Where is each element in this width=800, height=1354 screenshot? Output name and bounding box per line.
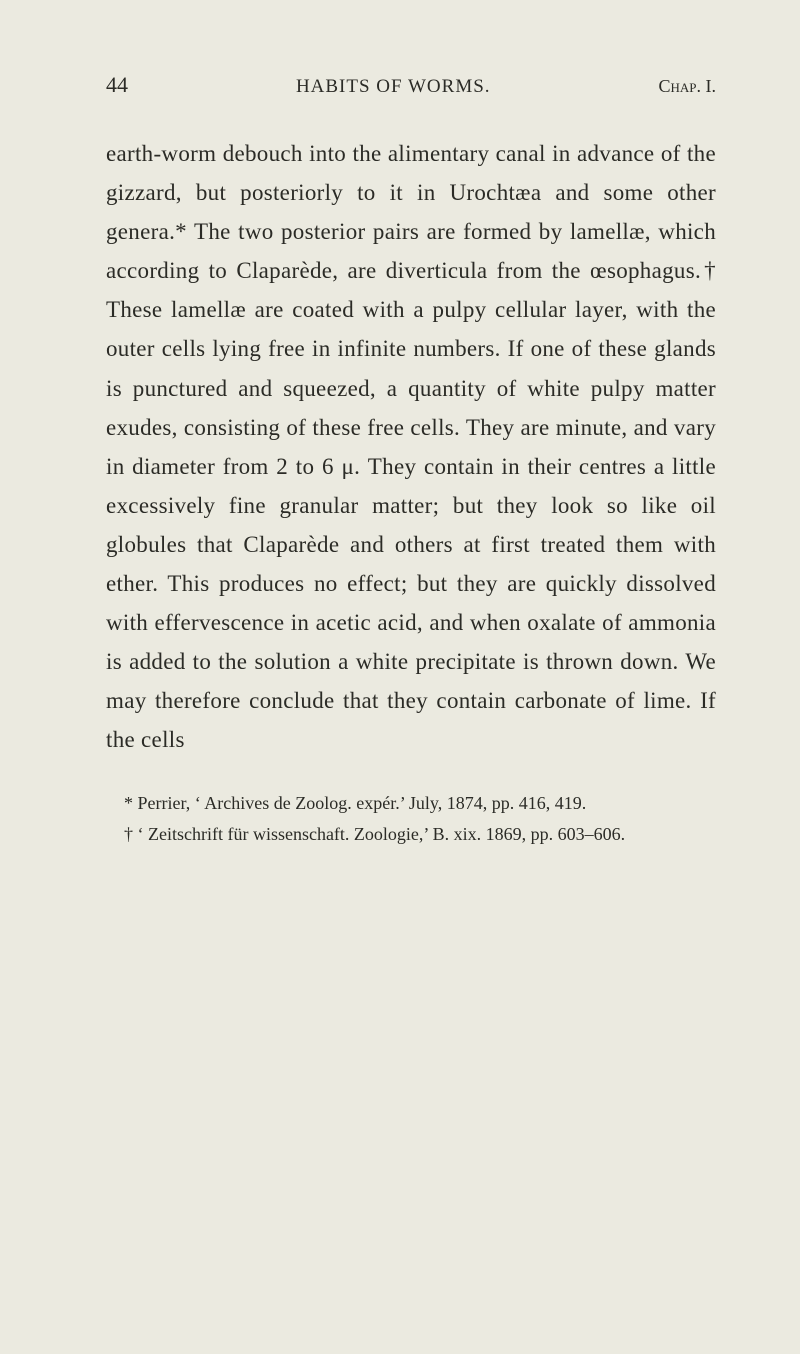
header-title: HABITS OF WORMS. — [296, 76, 491, 98]
page-number: 44 — [106, 72, 128, 98]
footnote-2: † ‘ Zeitschrift für wissenschaft. Zoolog… — [106, 821, 716, 849]
chapter-label: Chap. I. — [658, 76, 716, 97]
main-paragraph: earth-worm debouch into the alimentary c… — [106, 134, 716, 760]
body-text: earth-worm debouch into the alimentary c… — [106, 134, 716, 760]
footnote-1: * Perrier, ‘ Archives de Zoolog. expér.’… — [106, 790, 716, 818]
page-header: 44 HABITS OF WORMS. Chap. I. — [106, 72, 716, 98]
footnotes: * Perrier, ‘ Archives de Zoolog. expér.’… — [106, 790, 716, 850]
